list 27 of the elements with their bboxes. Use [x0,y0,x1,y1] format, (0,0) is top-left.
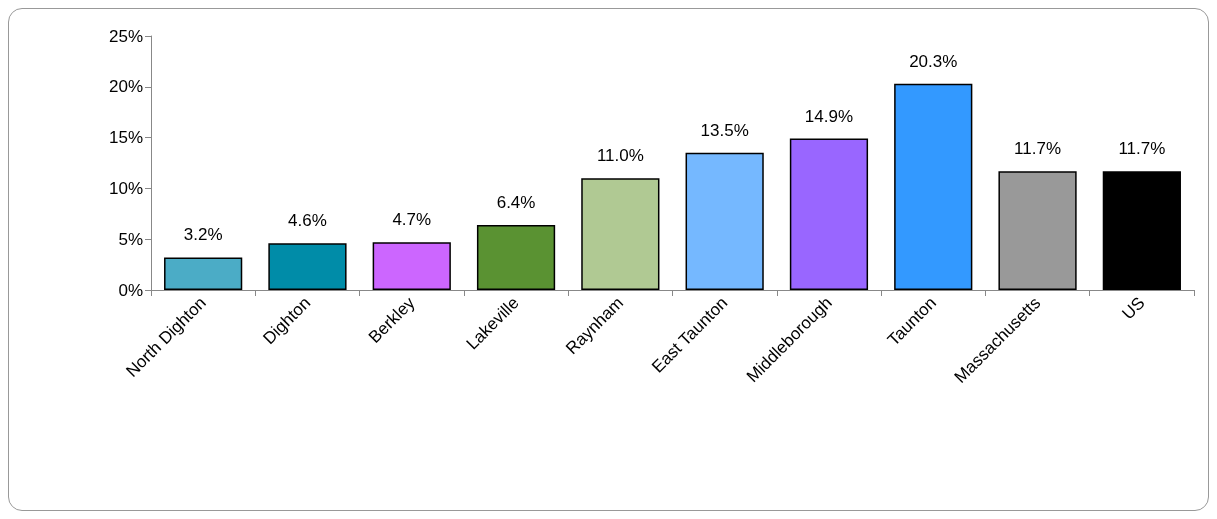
y-tick-label: 20% [108,77,143,97]
data-label: 3.2% [183,225,223,245]
data-label: 4.7% [392,210,432,230]
bar [685,152,764,290]
bar [164,257,243,290]
data-label: 11.7% [1118,139,1166,159]
data-label: 20.3% [909,51,958,71]
data-label: 11.7% [1014,139,1062,159]
bar [789,138,869,290]
y-tick-label: 0% [118,280,143,300]
y-tick-label: 15% [108,128,143,148]
y-tick-label: 5% [118,229,143,249]
x-tick-label: US [1118,293,1149,324]
bar [1102,171,1181,290]
bar [372,242,451,290]
y-tick-label: 10% [108,178,143,198]
bar [581,178,660,290]
data-label: 4.6% [288,211,327,231]
bar [894,83,973,290]
data-label: 6.4% [496,192,536,212]
bar [268,243,347,290]
data-label: 11.0% [596,146,644,166]
data-label: 13.5% [700,120,749,140]
bar [476,224,556,290]
y-tick-label: 25% [108,26,143,46]
bar [998,171,1077,290]
data-label: 14.9% [804,106,854,126]
